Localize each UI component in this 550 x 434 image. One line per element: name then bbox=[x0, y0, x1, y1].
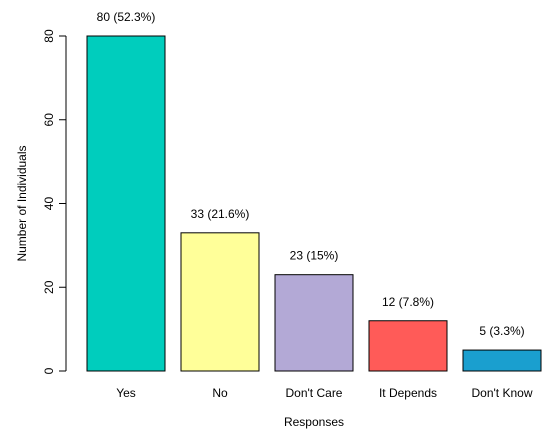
bar bbox=[86, 35, 166, 372]
bars bbox=[86, 35, 542, 372]
data-label: 5 (3.3%) bbox=[479, 324, 524, 338]
data-label: 12 (7.8%) bbox=[382, 295, 434, 309]
bar bbox=[462, 349, 542, 372]
y-axis: 0 20 40 60 80 bbox=[42, 29, 67, 374]
y-axis-title: Number of Individuals bbox=[15, 145, 29, 261]
x-axis-title: Responses bbox=[284, 415, 344, 429]
data-labels: 80 (52.3%) 33 (21.6%) 23 (15%) 12 (7.8%) 5 (… bbox=[97, 10, 525, 338]
category-label: Don't Know bbox=[472, 386, 533, 400]
category-labels: Yes No Don't Care It Depends Don't Know bbox=[116, 386, 533, 400]
y-tick-label: 60 bbox=[42, 113, 56, 127]
data-label: 23 (15%) bbox=[290, 249, 339, 263]
y-tick-label: 40 bbox=[42, 197, 56, 211]
category-label: Yes bbox=[116, 386, 136, 400]
category-label: It Depends bbox=[379, 386, 437, 400]
y-tick-label: 20 bbox=[42, 280, 56, 294]
category-label: Don't Care bbox=[286, 386, 343, 400]
bar bbox=[180, 232, 260, 372]
category-label: No bbox=[212, 386, 228, 400]
data-label: 80 (52.3%) bbox=[97, 10, 156, 24]
y-tick-label: 80 bbox=[42, 29, 56, 43]
y-tick-label: 0 bbox=[42, 367, 56, 374]
bar bbox=[274, 274, 354, 372]
data-label: 33 (21.6%) bbox=[191, 207, 250, 221]
bar bbox=[368, 320, 448, 372]
